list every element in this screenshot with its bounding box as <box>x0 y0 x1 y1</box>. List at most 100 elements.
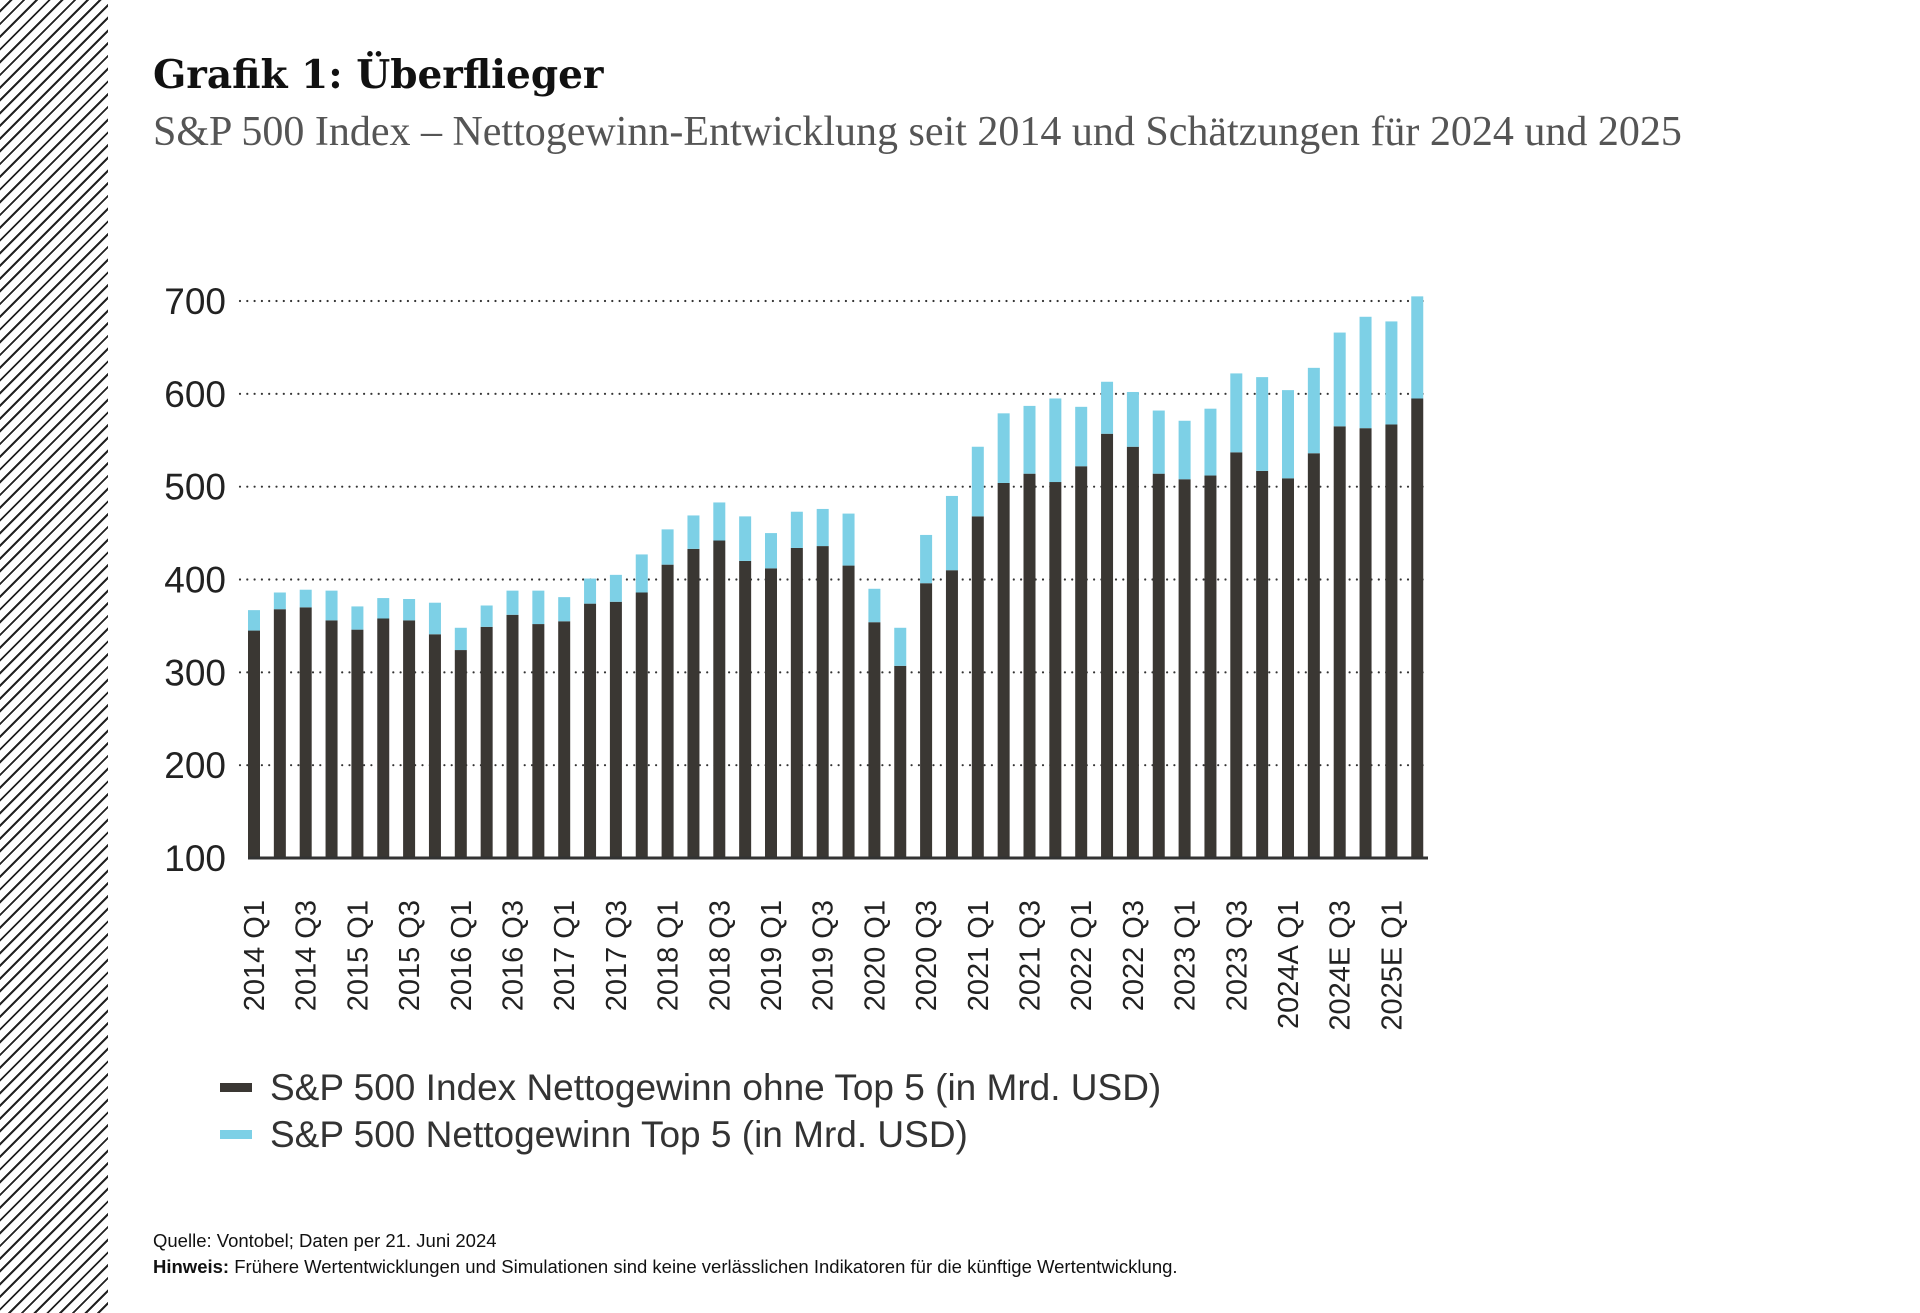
bar-ohne-top5 <box>454 650 467 858</box>
bar-top5 <box>1282 390 1294 479</box>
bar-top5 <box>1333 332 1346 427</box>
bar-top5 <box>273 592 286 610</box>
bar-ohne-top5 <box>584 603 597 858</box>
bar-ohne-top5 <box>1152 473 1165 858</box>
bar-ohne-top5 <box>661 564 674 858</box>
bar-ohne-top5 <box>790 547 803 858</box>
bar-ohne-top5 <box>1101 433 1114 858</box>
bar-top5 <box>713 502 726 541</box>
bar-ohne-top5 <box>1075 466 1088 858</box>
bar-top5 <box>351 606 364 630</box>
y-tick-label: 300 <box>164 652 226 693</box>
bar-top5 <box>1178 420 1191 480</box>
bar-ohne-top5 <box>997 482 1010 858</box>
x-tick-label: 2015 Q1 <box>342 900 374 1011</box>
bar-ohne-top5 <box>894 665 907 858</box>
x-tick-label: 2016 Q1 <box>446 900 478 1011</box>
bar-ohne-top5 <box>920 583 933 858</box>
bar-ohne-top5 <box>1385 424 1398 858</box>
bar-top5 <box>920 534 933 584</box>
x-tick-label: 2014 Q3 <box>291 900 323 1011</box>
bar-ohne-top5 <box>1049 482 1062 858</box>
bar-ohne-top5 <box>325 620 338 858</box>
x-tick-label: 2017 Q1 <box>549 900 581 1011</box>
x-tick-label: 2022 Q1 <box>1066 900 1098 1011</box>
bar-top5 <box>790 511 803 548</box>
legend-swatch <box>220 1130 252 1139</box>
bar-ohne-top5 <box>868 622 881 858</box>
legend-label: S&P 500 Index Nettogewinn ohne Top 5 (in… <box>270 1066 1162 1108</box>
bar-ohne-top5 <box>1126 446 1139 858</box>
bar-top5 <box>1152 410 1165 474</box>
bar-top5 <box>558 597 571 622</box>
bar-top5 <box>1023 405 1036 474</box>
bar-ohne-top5 <box>428 634 441 858</box>
bar-top5 <box>377 598 390 619</box>
x-tick-label: 2025E Q1 <box>1376 900 1408 1031</box>
bar-ohne-top5 <box>1359 428 1372 858</box>
bar-ohne-top5 <box>816 546 829 858</box>
y-tick-label: 500 <box>164 467 226 508</box>
x-tick-label: 2018 Q1 <box>653 900 685 1011</box>
bar-ohne-top5 <box>842 565 855 858</box>
y-tick-label: 700 <box>164 281 226 322</box>
bar-top5 <box>609 574 622 602</box>
bar-ohne-top5 <box>713 540 726 858</box>
bar-top5 <box>945 495 958 571</box>
bar-top5 <box>1385 321 1398 425</box>
bar-ohne-top5 <box>739 560 752 858</box>
bar-ohne-top5 <box>558 621 571 858</box>
bar-ohne-top5 <box>635 592 648 858</box>
bar-ohne-top5 <box>1333 426 1346 858</box>
x-tick-label: 2023 Q1 <box>1170 900 1202 1011</box>
bar-ohne-top5 <box>403 620 416 858</box>
bar-top5 <box>1101 381 1114 434</box>
x-tick-label: 2020 Q3 <box>911 900 943 1011</box>
disclaimer-label: Hinweis: <box>153 1256 230 1277</box>
bar-top5 <box>661 529 674 565</box>
legend-label: S&P 500 Nettogewinn Top 5 (in Mrd. USD) <box>270 1113 968 1155</box>
bar-top5 <box>894 627 907 666</box>
bar-top5 <box>687 515 700 549</box>
bar-ohne-top5 <box>1307 453 1320 858</box>
bar-top5 <box>584 578 597 604</box>
x-tick-label: 2016 Q3 <box>498 900 530 1011</box>
bar-top5 <box>1230 373 1243 453</box>
bar-top5 <box>325 590 338 621</box>
bar-top5 <box>532 590 545 625</box>
bar-ohne-top5 <box>765 568 777 858</box>
y-tick-label: 600 <box>164 374 226 415</box>
x-tick-label: 2014 Q1 <box>239 900 271 1011</box>
bar-top5 <box>1075 406 1088 467</box>
x-tick-label: 2024E Q3 <box>1325 900 1357 1031</box>
bar-top5 <box>299 589 312 608</box>
disclaimer: Hinweis: Frühere Wertentwicklungen und S… <box>153 1254 1178 1280</box>
bar-top5 <box>506 590 519 615</box>
bar-top5 <box>1204 408 1217 476</box>
bar-ohne-top5 <box>609 601 622 858</box>
chart-subtitle: S&P 500 Index – Nettogewinn-Entwicklung … <box>153 109 1682 155</box>
y-tick-label: 200 <box>164 745 226 786</box>
bar-top5 <box>1256 377 1269 471</box>
bar-ohne-top5 <box>1023 473 1036 858</box>
bar-ohne-top5 <box>273 609 286 858</box>
legend: S&P 500 Index Nettogewinn ohne Top 5 (in… <box>220 1064 1161 1158</box>
legend-swatch <box>220 1083 252 1092</box>
bar-ohne-top5 <box>480 626 493 858</box>
bar-top5 <box>868 588 881 623</box>
bar-ohne-top5 <box>248 630 260 858</box>
bar-top5 <box>842 513 855 566</box>
bar-top5 <box>248 610 260 631</box>
x-tick-label: 2017 Q3 <box>601 900 633 1011</box>
bar-ohne-top5 <box>377 618 390 858</box>
bar-ohne-top5 <box>532 624 545 858</box>
bar-ohne-top5 <box>1282 478 1294 858</box>
x-tick-label: 2019 Q3 <box>808 900 840 1011</box>
x-tick-label: 2022 Q3 <box>1118 900 1150 1011</box>
source-note: Quelle: Vontobel; Daten per 21. Juni 202… <box>153 1230 497 1251</box>
bar-top5 <box>480 605 493 627</box>
bar-top5 <box>428 602 441 635</box>
bar-ohne-top5 <box>971 516 984 858</box>
bar-top5 <box>739 516 752 561</box>
